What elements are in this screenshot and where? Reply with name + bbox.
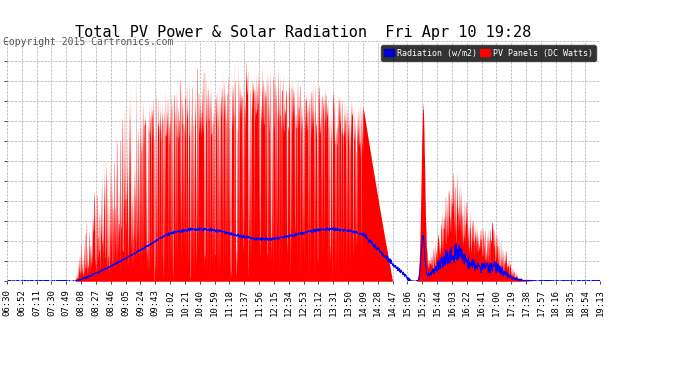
Text: Copyright 2015 Cartronics.com: Copyright 2015 Cartronics.com (3, 37, 174, 47)
Title: Total PV Power & Solar Radiation  Fri Apr 10 19:28: Total PV Power & Solar Radiation Fri Apr… (75, 25, 532, 40)
Legend: Radiation (w/m2), PV Panels (DC Watts): Radiation (w/m2), PV Panels (DC Watts) (381, 45, 596, 61)
